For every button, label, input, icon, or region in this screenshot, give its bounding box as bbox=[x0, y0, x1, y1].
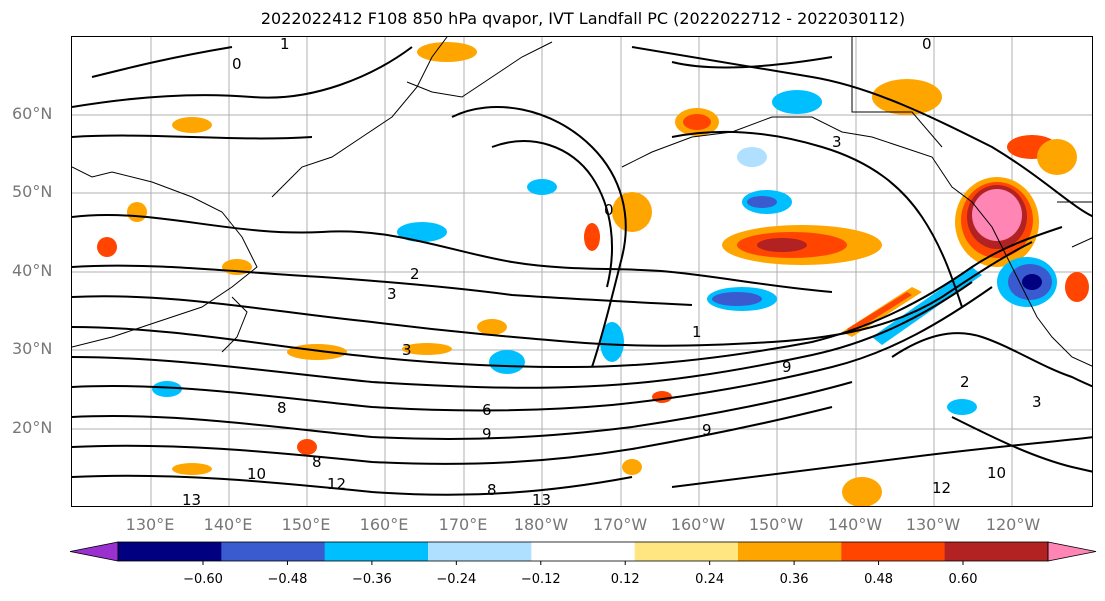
contour-label: 1 bbox=[280, 37, 290, 53]
graticule bbox=[72, 37, 1092, 506]
contour-label: 0 bbox=[604, 201, 614, 219]
colorbar-segment bbox=[221, 542, 326, 561]
colorbar-tick-label: −0.24 bbox=[436, 572, 477, 587]
lat-label: 40°N bbox=[12, 261, 53, 280]
colorbar-segment bbox=[428, 542, 532, 561]
colorbar-tick-label: 0.48 bbox=[864, 572, 894, 587]
lat-label: 60°N bbox=[12, 104, 53, 123]
lon-label: 160°E bbox=[359, 515, 409, 534]
contour-label: 6 bbox=[482, 401, 492, 419]
lon-label: 140°E bbox=[203, 515, 253, 534]
colorbar-segment bbox=[634, 542, 739, 561]
colorbar-outline bbox=[117, 541, 1049, 562]
lon-label: 160°W bbox=[670, 515, 726, 534]
colorbar-tick-label: −0.48 bbox=[267, 572, 308, 587]
contour-label: 12 bbox=[327, 475, 346, 493]
lon-label: 130°E bbox=[125, 515, 175, 534]
colorbar-segment bbox=[738, 542, 842, 561]
contour-label: 10 bbox=[987, 464, 1006, 482]
contour-label: 3 bbox=[387, 285, 397, 303]
lon-label: 140°W bbox=[827, 515, 883, 534]
map-panel: 0 0 1 1 2 3 3 3 3 6 8 8 8 9 9 9 10 10 12… bbox=[71, 36, 1093, 507]
lon-label: 150°W bbox=[748, 515, 804, 534]
coastlines bbox=[72, 37, 1092, 367]
contour-label: 0 bbox=[232, 55, 242, 73]
colorbar-tick-label: −0.12 bbox=[520, 572, 561, 587]
lon-label: 120°W bbox=[985, 515, 1041, 534]
colorbar-segment bbox=[324, 542, 429, 561]
colorbar-tick-label: 0.36 bbox=[779, 572, 809, 587]
colorbar-tick-label: 0.12 bbox=[610, 572, 640, 587]
contour-label: 13 bbox=[532, 491, 551, 507]
colorbar-segment bbox=[118, 542, 222, 561]
contour-label: 13 bbox=[182, 491, 201, 507]
lat-label: 20°N bbox=[12, 418, 53, 437]
colorbar-segment bbox=[531, 542, 636, 561]
colorbar-extend-high bbox=[1047, 541, 1097, 562]
contour-label: 3 bbox=[832, 133, 842, 151]
lon-label: 150°E bbox=[281, 515, 331, 534]
contour-label: 2 bbox=[410, 265, 420, 283]
lon-label: 170°W bbox=[592, 515, 648, 534]
lon-label: 170°E bbox=[438, 515, 488, 534]
contour-label: 2 bbox=[960, 373, 970, 391]
contour-label: 9 bbox=[482, 425, 492, 443]
contour-label: 0 bbox=[922, 37, 932, 53]
colorbar-tick-label: −0.36 bbox=[351, 572, 392, 587]
lat-label: 50°N bbox=[12, 182, 53, 201]
map-title: 2022022412 F108 850 hPa qvapor, IVT Land… bbox=[260, 9, 906, 28]
contour-label: 8 bbox=[277, 399, 287, 417]
contour-labels: 0 0 1 1 2 3 3 3 3 6 8 8 8 9 9 9 10 10 12… bbox=[182, 37, 1042, 507]
contour-label: 3 bbox=[402, 341, 412, 359]
colorbar-extend-low bbox=[69, 541, 119, 562]
colorbar-tick-label: 0.24 bbox=[695, 572, 725, 587]
qvapor-shading bbox=[97, 42, 1089, 506]
colorbar-tick-label: 0.60 bbox=[948, 572, 978, 587]
lon-label: 180°W bbox=[513, 515, 569, 534]
ivt-contours bbox=[72, 46, 1092, 496]
lon-label: 130°W bbox=[905, 515, 961, 534]
lat-label: 30°N bbox=[12, 339, 53, 358]
contour-label: 8 bbox=[312, 453, 322, 471]
contour-label: 9 bbox=[702, 421, 712, 439]
contour-label: 1 bbox=[692, 323, 702, 341]
colorbar-segment bbox=[944, 542, 1049, 561]
map-plot: 0 0 1 1 2 3 3 3 3 6 8 8 8 9 9 9 10 10 12… bbox=[72, 37, 1092, 507]
contour-label: 8 bbox=[487, 481, 497, 499]
contour-label: 9 bbox=[782, 358, 792, 376]
contour-label: 3 bbox=[1032, 393, 1042, 411]
contour-label: 12 bbox=[932, 479, 951, 497]
contour-label: 10 bbox=[247, 465, 266, 483]
colorbar-tick-label: −0.60 bbox=[183, 572, 223, 587]
colorbar-segment bbox=[841, 542, 946, 561]
